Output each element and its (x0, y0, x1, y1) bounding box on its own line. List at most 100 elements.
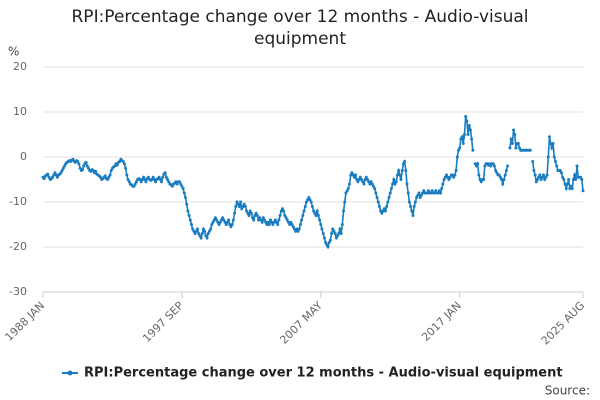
data-point (383, 209, 387, 213)
data-point (228, 223, 232, 226)
data-point (483, 164, 487, 168)
data-point (575, 164, 579, 168)
data-point (510, 142, 514, 145)
data-point (447, 178, 451, 181)
data-point (227, 218, 231, 222)
data-point (479, 180, 483, 184)
data-point (207, 229, 211, 233)
data-point (500, 178, 504, 181)
data-point (124, 166, 128, 170)
data-point (60, 169, 64, 172)
data-point (568, 187, 572, 190)
data-point (553, 160, 557, 163)
data-point (464, 115, 468, 118)
data-point (121, 160, 125, 163)
data-point (235, 200, 239, 204)
data-point (488, 162, 492, 166)
data-point (225, 220, 229, 224)
data-point (167, 180, 171, 184)
data-point (304, 200, 308, 204)
data-point (460, 135, 464, 139)
data-point (314, 214, 318, 217)
data-point (538, 173, 542, 177)
data-point (555, 164, 559, 168)
data-point (562, 178, 566, 181)
data-point (326, 245, 330, 249)
data-point (452, 175, 456, 179)
data-point (359, 178, 363, 181)
x-tick-label: 2007 MAY (277, 299, 325, 347)
data-point (579, 175, 583, 179)
data-point (429, 191, 433, 195)
data-point (300, 218, 304, 222)
data-point (257, 218, 261, 222)
data-point (264, 220, 268, 224)
data-point (401, 162, 405, 166)
data-point (320, 227, 324, 231)
data-point (468, 128, 472, 132)
data-point (442, 178, 446, 181)
data-point (258, 216, 262, 220)
data-point (540, 175, 544, 179)
data-point (370, 182, 374, 186)
data-point (203, 229, 207, 233)
data-point (421, 191, 425, 195)
data-point (346, 187, 350, 190)
data-point (404, 169, 408, 172)
data-point (459, 137, 463, 141)
data-point (307, 196, 311, 199)
data-point (506, 164, 510, 168)
data-point (501, 182, 505, 186)
data-point (152, 178, 156, 181)
data-point (410, 209, 414, 213)
data-point (198, 234, 202, 238)
data-point (514, 146, 518, 150)
data-point (113, 164, 117, 168)
data-point (218, 220, 222, 224)
data-point (239, 200, 243, 204)
data-point (247, 214, 251, 217)
data-point (495, 171, 499, 175)
x-tick-label: 2025 AUG (539, 299, 588, 348)
data-point (513, 133, 517, 136)
data-point (478, 178, 482, 181)
data-point (567, 178, 571, 181)
data-point (289, 220, 293, 224)
data-point (559, 171, 563, 175)
data-point (324, 241, 328, 244)
data-point (391, 182, 395, 186)
data-point (84, 160, 88, 164)
data-point (54, 173, 58, 177)
data-point (248, 209, 252, 213)
data-point (434, 189, 438, 193)
data-point (412, 205, 416, 208)
data-point (532, 169, 536, 172)
data-point (466, 133, 470, 136)
data-point (177, 180, 181, 184)
data-point (223, 220, 227, 224)
data-point (206, 232, 210, 235)
data-point (158, 178, 162, 181)
data-point (498, 175, 502, 179)
data-point (298, 223, 302, 226)
data-point (417, 191, 421, 195)
data-point (186, 209, 190, 213)
data-point (350, 171, 354, 175)
data-point (564, 187, 568, 190)
data-point (204, 234, 208, 238)
data-point (242, 202, 246, 206)
data-point (265, 223, 269, 226)
data-point (321, 232, 325, 235)
data-point (216, 220, 220, 224)
data-point (272, 220, 276, 224)
data-point (377, 205, 381, 208)
data-point (549, 142, 553, 145)
data-point (330, 232, 334, 235)
data-point (277, 218, 281, 222)
data-point (458, 146, 462, 150)
data-point (312, 209, 316, 213)
y-tick-label: -30 (9, 285, 27, 298)
data-point (133, 182, 137, 186)
data-point (563, 182, 567, 186)
